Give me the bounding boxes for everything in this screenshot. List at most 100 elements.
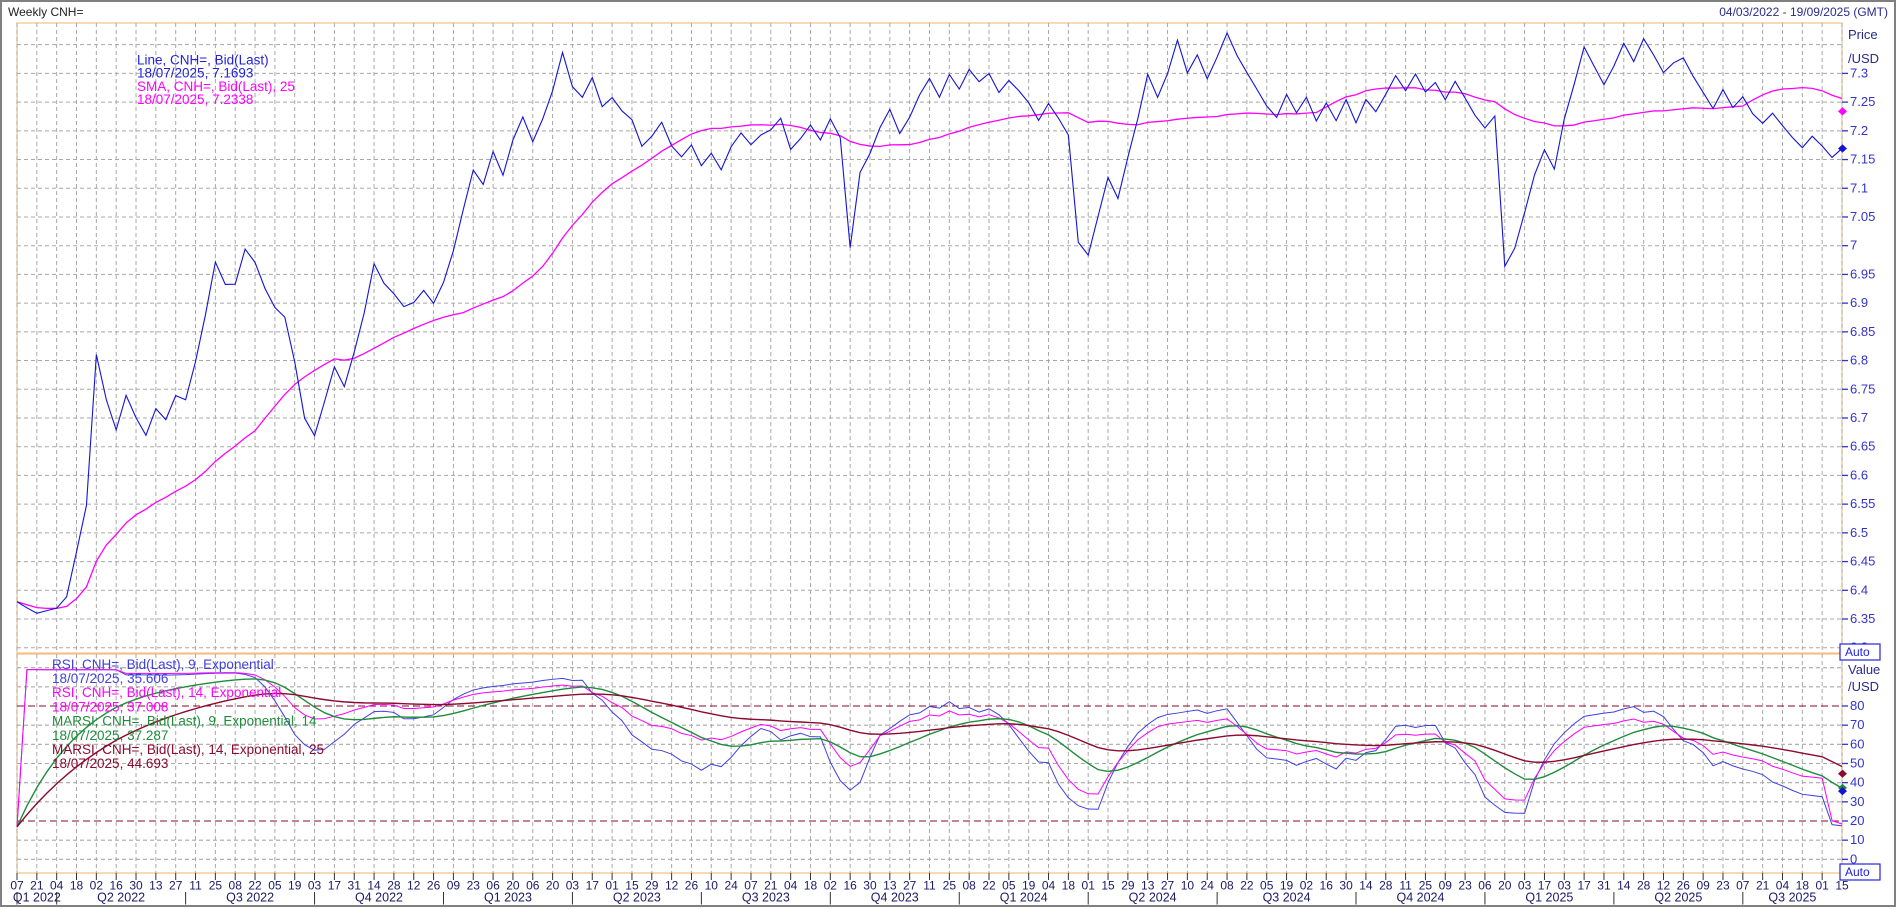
- svg-text:6.8: 6.8: [1850, 353, 1868, 368]
- svg-text:7.1: 7.1: [1850, 180, 1868, 195]
- svg-text:01: 01: [1082, 878, 1096, 892]
- svg-text:Q1 2022: Q1 2022: [13, 891, 61, 905]
- svg-text:Q4 2024: Q4 2024: [1396, 891, 1444, 905]
- svg-text:6.85: 6.85: [1850, 324, 1875, 339]
- svg-text:10: 10: [1181, 878, 1195, 892]
- svg-text:Q2 2024: Q2 2024: [1129, 891, 1177, 905]
- svg-text:/USD: /USD: [1848, 679, 1879, 694]
- svg-text:17: 17: [1577, 878, 1591, 892]
- svg-text:7.2: 7.2: [1850, 123, 1868, 138]
- svg-text:03: 03: [566, 878, 580, 892]
- svg-text:6.65: 6.65: [1850, 439, 1875, 454]
- svg-text:7: 7: [1850, 238, 1857, 253]
- svg-text:7.05: 7.05: [1850, 209, 1875, 224]
- svg-text:18/07/2025, 37.008: 18/07/2025, 37.008: [52, 699, 168, 714]
- svg-text:Q3 2024: Q3 2024: [1263, 891, 1311, 905]
- svg-text:80: 80: [1850, 698, 1864, 713]
- svg-text:19: 19: [288, 878, 302, 892]
- svg-text:23: 23: [467, 878, 481, 892]
- svg-text:18/07/2025, 35.606: 18/07/2025, 35.606: [52, 671, 168, 686]
- svg-text:26: 26: [685, 878, 699, 892]
- svg-text:30: 30: [1339, 878, 1353, 892]
- svg-text:Auto: Auto: [1845, 865, 1870, 879]
- svg-text:7.3: 7.3: [1850, 65, 1868, 80]
- svg-text:Q2 2023: Q2 2023: [613, 891, 661, 905]
- svg-text:Q4 2022: Q4 2022: [355, 891, 403, 905]
- svg-text:Auto: Auto: [1845, 645, 1870, 659]
- svg-text:6.9: 6.9: [1850, 295, 1868, 310]
- svg-text:MARSI, CNH=, Bid(Last), 9, Ex: MARSI, CNH=, Bid(Last), 9, Exponential, …: [52, 714, 317, 729]
- svg-text:6.95: 6.95: [1850, 266, 1875, 281]
- svg-text:08: 08: [962, 878, 976, 892]
- svg-text:14: 14: [1359, 878, 1373, 892]
- svg-text:14: 14: [1617, 878, 1631, 892]
- svg-text:27: 27: [169, 878, 183, 892]
- svg-text:Q3 2023: Q3 2023: [742, 891, 790, 905]
- svg-text:22: 22: [982, 878, 996, 892]
- svg-text:06: 06: [1478, 878, 1492, 892]
- svg-text:Price: Price: [1848, 27, 1878, 42]
- svg-text:RSI, CNH=, Bid(Last), 9, Expo: RSI, CNH=, Bid(Last), 9, Exponential: [52, 657, 274, 672]
- svg-text:16: 16: [1320, 878, 1334, 892]
- svg-text:20: 20: [546, 878, 560, 892]
- svg-text:6.5: 6.5: [1850, 525, 1868, 540]
- svg-text:40: 40: [1850, 775, 1864, 790]
- svg-text:17: 17: [586, 878, 600, 892]
- svg-text:18: 18: [70, 878, 84, 892]
- svg-text:25: 25: [209, 878, 223, 892]
- svg-text:MARSI, CNH=, Bid(Last), 14, E: MARSI, CNH=, Bid(Last), 14, Exponential,…: [52, 742, 324, 757]
- svg-text:31: 31: [1597, 878, 1611, 892]
- svg-text:6.7: 6.7: [1850, 410, 1868, 425]
- svg-text:12: 12: [407, 878, 421, 892]
- svg-text:24: 24: [724, 878, 738, 892]
- svg-text:7.15: 7.15: [1850, 152, 1875, 167]
- svg-text:12: 12: [665, 878, 679, 892]
- svg-text:28: 28: [1379, 878, 1393, 892]
- svg-text:/USD: /USD: [1848, 51, 1879, 66]
- svg-text:7.25: 7.25: [1850, 94, 1875, 109]
- svg-text:18: 18: [804, 878, 818, 892]
- svg-text:Q1 2023: Q1 2023: [484, 891, 532, 905]
- svg-text:20: 20: [1498, 878, 1512, 892]
- svg-text:01: 01: [1815, 878, 1829, 892]
- svg-text:Q2 2022: Q2 2022: [97, 891, 145, 905]
- svg-text:23: 23: [1458, 878, 1472, 892]
- svg-text:6.55: 6.55: [1850, 496, 1875, 511]
- svg-text:60: 60: [1850, 736, 1864, 751]
- svg-text:Q2 2025: Q2 2025: [1654, 891, 1702, 905]
- svg-text:26: 26: [427, 878, 441, 892]
- svg-text:6.45: 6.45: [1850, 554, 1875, 569]
- svg-text:13: 13: [149, 878, 163, 892]
- svg-text:23: 23: [1716, 878, 1730, 892]
- svg-text:RSI, CNH=, Bid(Last), 14, Exp: RSI, CNH=, Bid(Last), 14, Exponential: [52, 685, 281, 700]
- svg-text:6.4: 6.4: [1850, 582, 1868, 597]
- svg-text:25: 25: [943, 878, 957, 892]
- svg-text:18/07/2025, 37.287: 18/07/2025, 37.287: [52, 728, 168, 743]
- svg-text:18/07/2025, 7.2338: 18/07/2025, 7.2338: [137, 92, 253, 107]
- svg-text:Q3 2025: Q3 2025: [1768, 891, 1816, 905]
- svg-text:Value: Value: [1848, 662, 1880, 677]
- svg-text:18: 18: [1062, 878, 1076, 892]
- svg-text:16: 16: [843, 878, 857, 892]
- svg-text:17: 17: [328, 878, 342, 892]
- svg-text:Q1 2024: Q1 2024: [1000, 891, 1048, 905]
- svg-text:02: 02: [824, 878, 838, 892]
- svg-text:Q1 2025: Q1 2025: [1525, 891, 1573, 905]
- svg-text:6.6: 6.6: [1850, 467, 1868, 482]
- svg-text:50: 50: [1850, 756, 1864, 771]
- svg-text:20: 20: [1850, 813, 1864, 828]
- svg-text:Q4 2023: Q4 2023: [871, 891, 919, 905]
- svg-text:10: 10: [705, 878, 719, 892]
- svg-text:10: 10: [1850, 832, 1864, 847]
- svg-text:11: 11: [923, 878, 936, 892]
- svg-text:22: 22: [1240, 878, 1254, 892]
- svg-text:6.35: 6.35: [1850, 611, 1875, 626]
- svg-text:09: 09: [447, 878, 461, 892]
- svg-text:08: 08: [1220, 878, 1234, 892]
- svg-text:24: 24: [1201, 878, 1215, 892]
- svg-text:03: 03: [308, 878, 322, 892]
- svg-text:6.75: 6.75: [1850, 381, 1875, 396]
- svg-text:15: 15: [1101, 878, 1115, 892]
- svg-text:30: 30: [1850, 794, 1864, 809]
- svg-text:18/07/2025, 44.693: 18/07/2025, 44.693: [52, 756, 168, 771]
